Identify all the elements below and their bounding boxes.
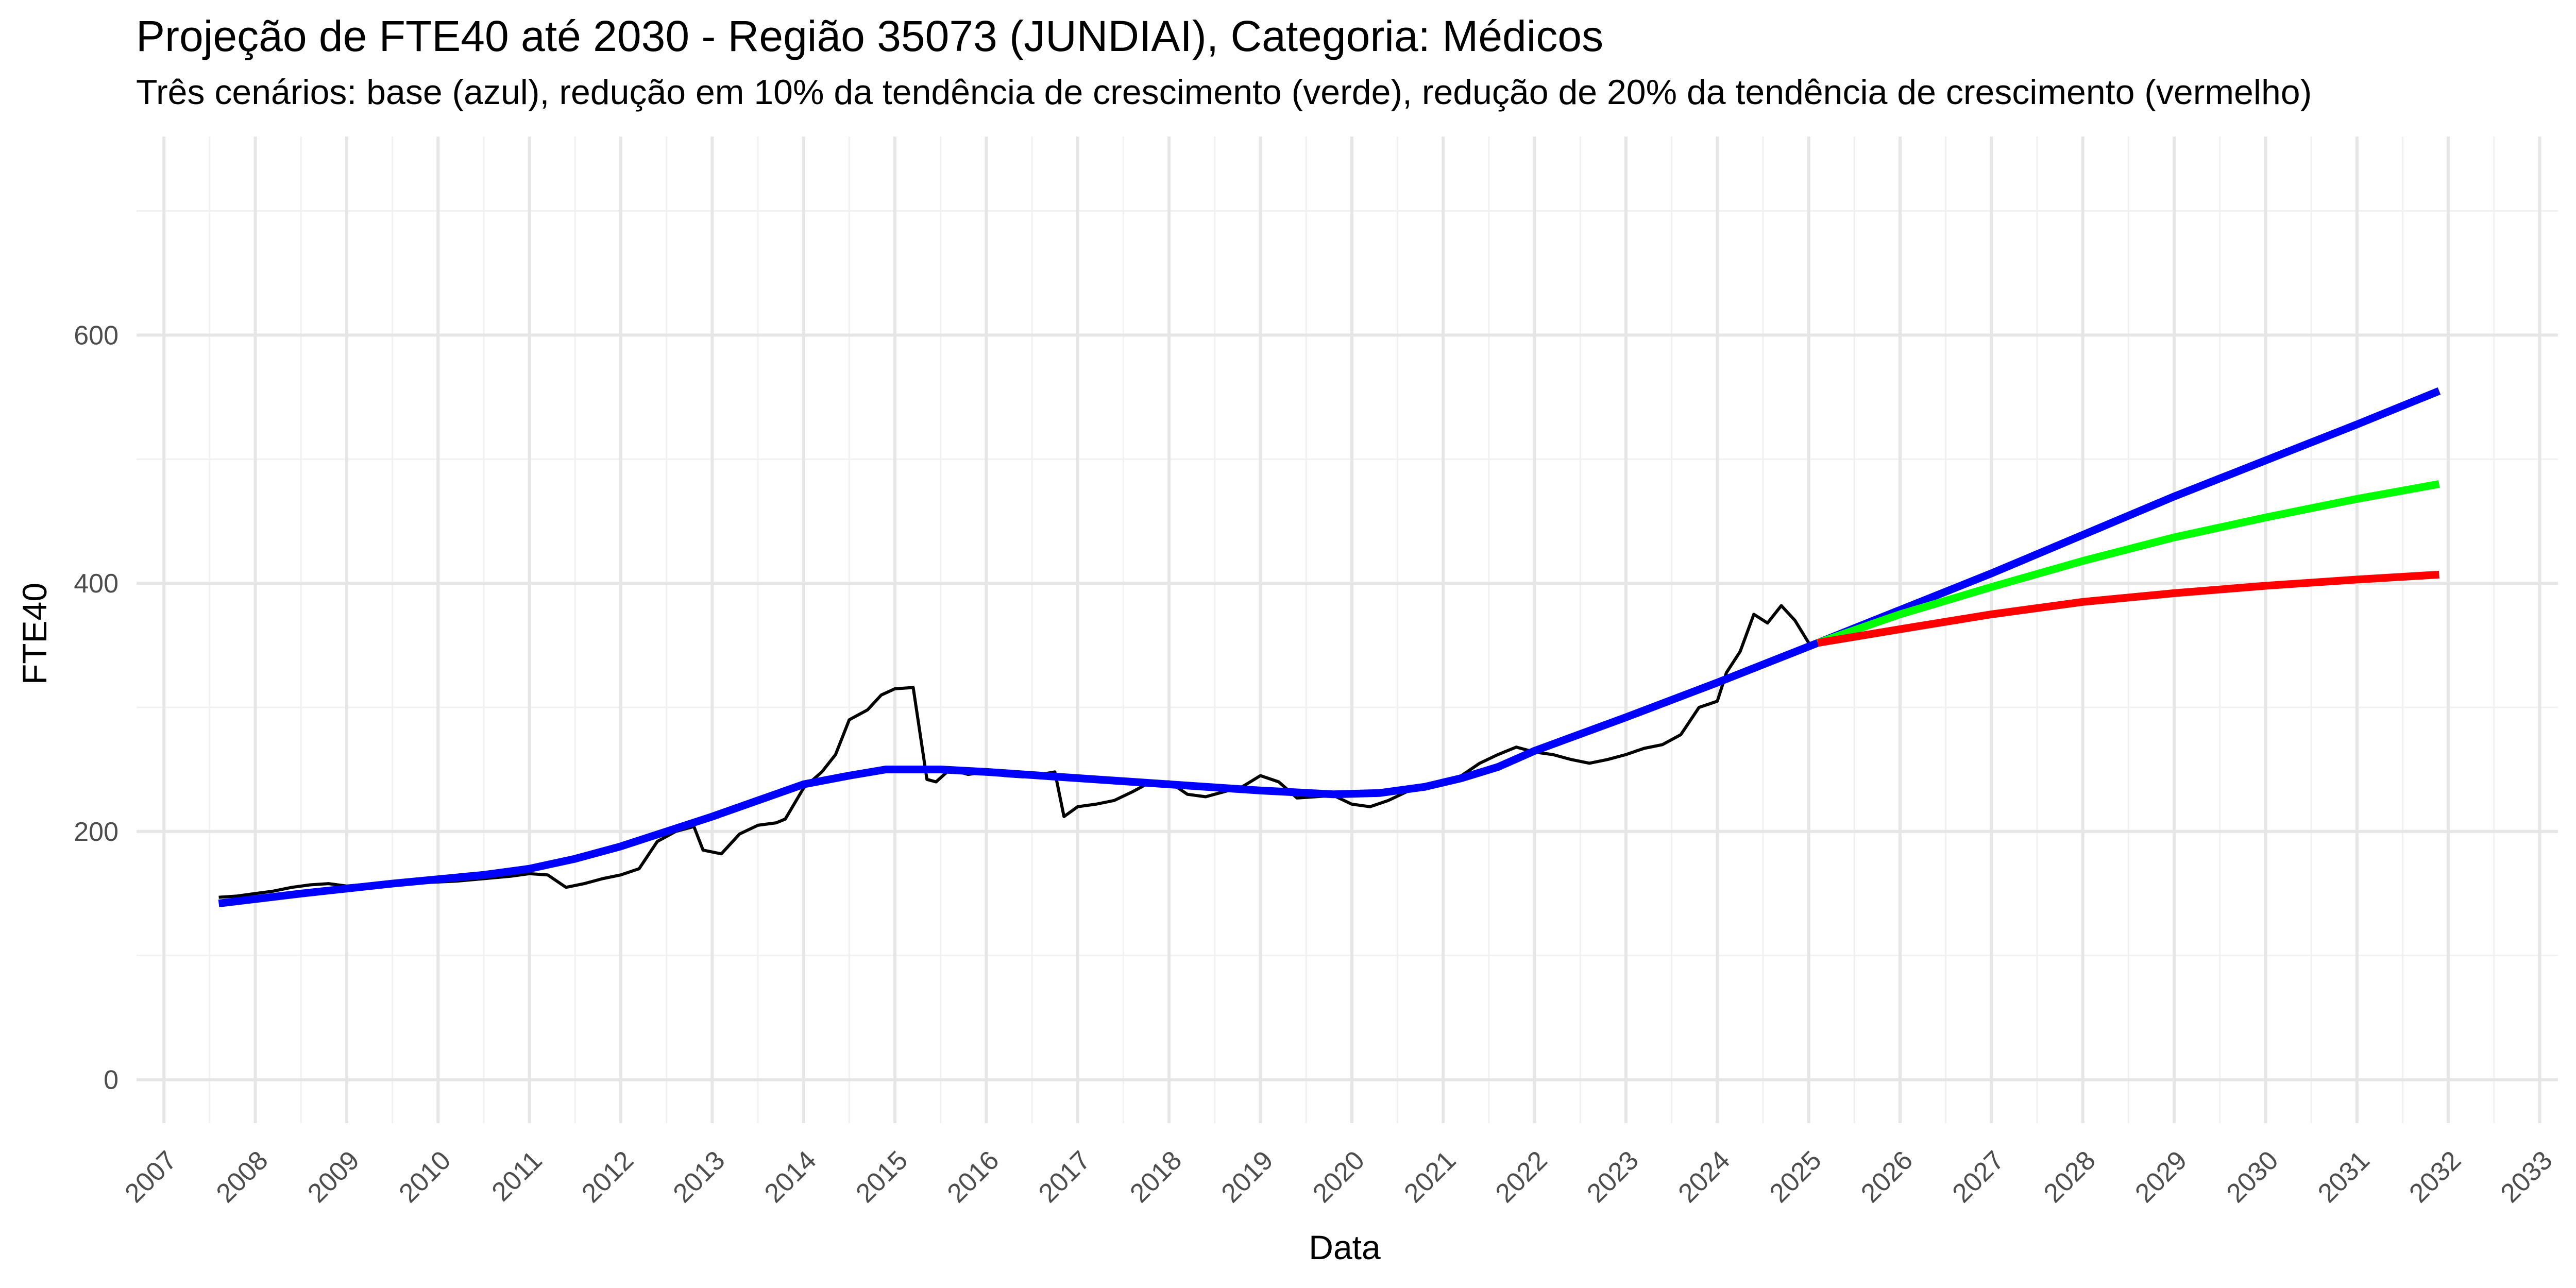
series-line-2 (218, 639, 1820, 908)
x-tick-label: 2007 (119, 1145, 182, 1209)
x-tick-label: 2015 (850, 1145, 913, 1209)
x-tick-label: 2027 (1947, 1145, 2010, 1209)
y-axis-ticks: 0 200 400 600 (74, 320, 118, 1095)
x-tick-label: 2028 (2038, 1145, 2102, 1209)
x-tick-label: 2024 (1673, 1145, 1736, 1209)
y-tick-label: 600 (74, 320, 118, 350)
y-axis-title: FTE40 (15, 583, 54, 685)
x-tick-label: 2008 (211, 1145, 274, 1209)
x-tick-label: 2021 (1398, 1145, 1462, 1209)
x-tick-label: 2022 (1490, 1145, 1553, 1209)
x-tick-label: 2032 (2403, 1145, 2467, 1209)
series-line-3 (1816, 387, 2441, 647)
x-axis-title: Data (1309, 1228, 1381, 1266)
x-tick-label: 2009 (302, 1145, 365, 1209)
y-tick-label: 200 (74, 817, 118, 847)
series-line-5 (1817, 570, 2439, 647)
y-tick-label: 0 (104, 1065, 118, 1095)
grid-layer (137, 137, 2558, 1123)
series-layer (218, 387, 2441, 908)
x-tick-label: 2025 (1764, 1145, 1827, 1209)
x-tick-label: 2033 (2495, 1145, 2558, 1209)
x-tick-label: 2019 (1216, 1145, 1279, 1209)
x-tick-label: 2016 (942, 1145, 1005, 1209)
x-tick-label: 2013 (668, 1145, 731, 1209)
x-tick-label: 2023 (1581, 1145, 1645, 1209)
x-tick-label: 2011 (486, 1145, 548, 1207)
x-tick-label: 2010 (394, 1145, 457, 1209)
series-line-4 (1816, 480, 2440, 647)
y-tick-label: 400 (74, 569, 118, 599)
x-tick-label: 2017 (1033, 1145, 1096, 1209)
x-tick-label: 2026 (1855, 1145, 1919, 1209)
x-tick-label: 2018 (1124, 1145, 1188, 1209)
x-axis-ticks: 2007 2008 2009 2010 2011 2012 2013 2014 2015 2016… (119, 1145, 2558, 1209)
x-tick-label: 2030 (2221, 1145, 2284, 1209)
x-tick-label: 2014 (759, 1145, 822, 1209)
x-tick-label: 2012 (576, 1145, 639, 1209)
chart-subtitle: Três cenários: base (azul), redução em 1… (136, 73, 2312, 112)
x-tick-label: 2029 (2129, 1145, 2193, 1209)
x-tick-label: 2020 (1307, 1145, 1370, 1209)
series-line-1 (218, 604, 1810, 899)
chart-title: Projeção de FTE40 até 2030 - Região 3507… (136, 12, 1604, 60)
x-tick-label: 2031 (2312, 1145, 2376, 1209)
